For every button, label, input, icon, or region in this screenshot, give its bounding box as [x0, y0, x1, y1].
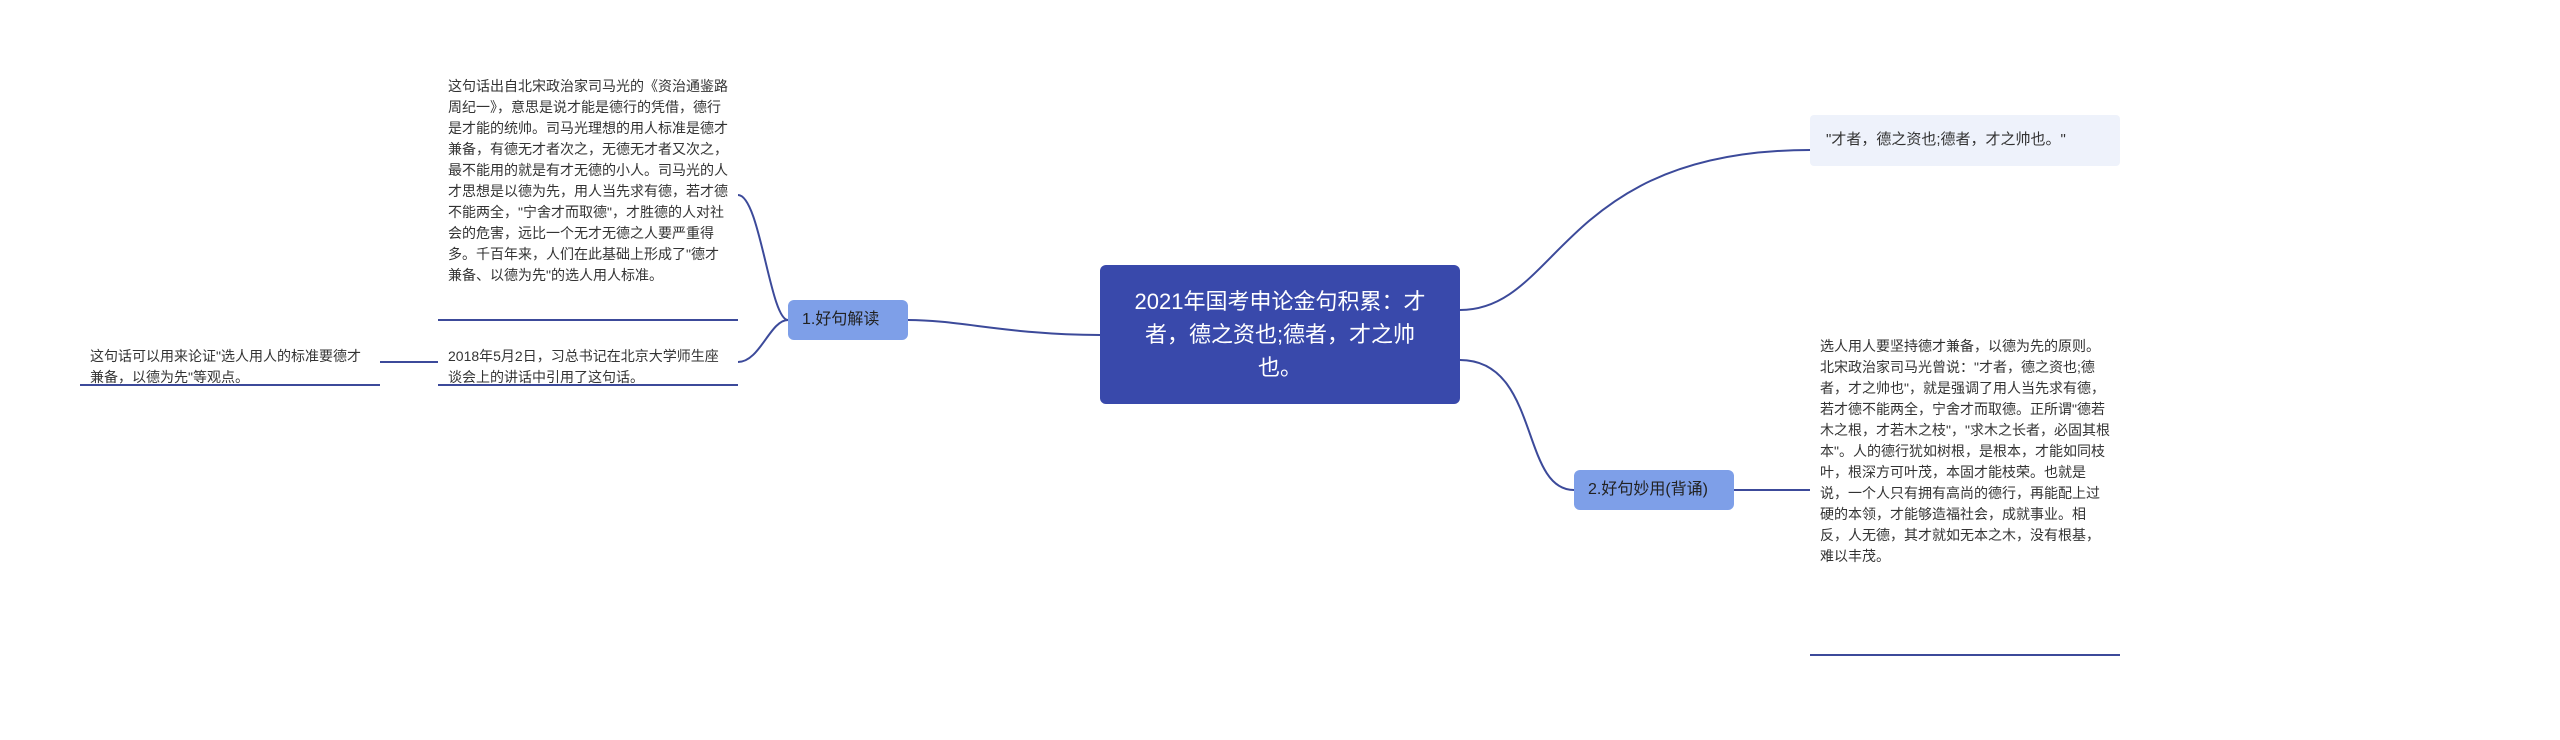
quote-box: "才者，德之资也;德者，才之帅也。" [1810, 115, 2120, 166]
branch-interpretation: 1.好句解读 [788, 300, 908, 340]
branch-usage: 2.好句妙用(背诵) [1574, 470, 1734, 510]
leaf-usage-text: 选人用人要坚持德才兼备，以德为先的原则。北宋政治家司马光曾说："才者，德之资也;… [1810, 330, 2120, 573]
leaf-explanation-2: 2018年5月2日，习总书记在北京大学师生座谈会上的讲话中引用了这句话。 [438, 340, 738, 394]
leaf-explanation-1: 这句话出自北宋政治家司马光的《资治通鉴路 周纪一》，意思是说才能是德行的凭借，德… [438, 70, 738, 292]
leaf-explanation-3: 这句话可以用来论证"选人用人的标准要德才兼备，以德为先"等观点。 [80, 340, 380, 394]
center-node: 2021年国考申论金句积累：才者，德之资也;德者，才之帅也。 [1100, 265, 1460, 404]
